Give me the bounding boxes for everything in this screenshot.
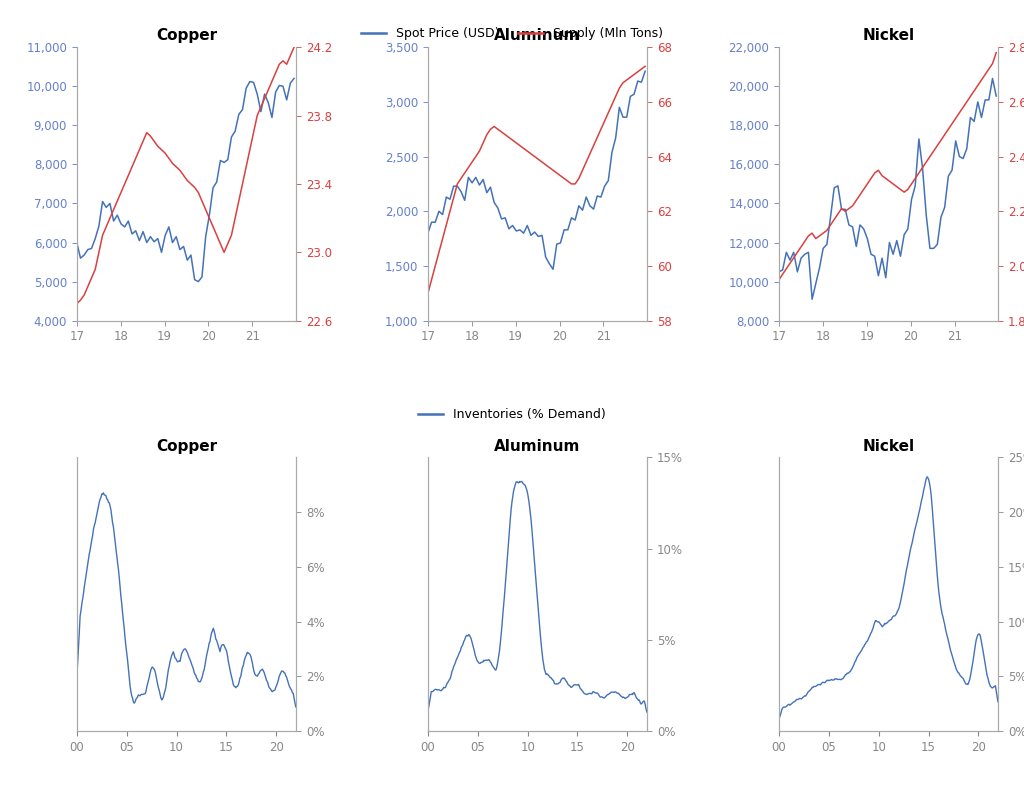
Legend: Inventories (% Demand): Inventories (% Demand) [413, 403, 611, 426]
Title: Copper: Copper [156, 439, 217, 454]
Title: Aluminum: Aluminum [495, 439, 581, 454]
Legend: Spot Price (USD), Supply (Mln Tons): Spot Price (USD), Supply (Mln Tons) [356, 22, 668, 45]
Title: Aluminum: Aluminum [495, 28, 581, 43]
Title: Nickel: Nickel [862, 439, 914, 454]
Title: Nickel: Nickel [862, 28, 914, 43]
Title: Copper: Copper [156, 28, 217, 43]
